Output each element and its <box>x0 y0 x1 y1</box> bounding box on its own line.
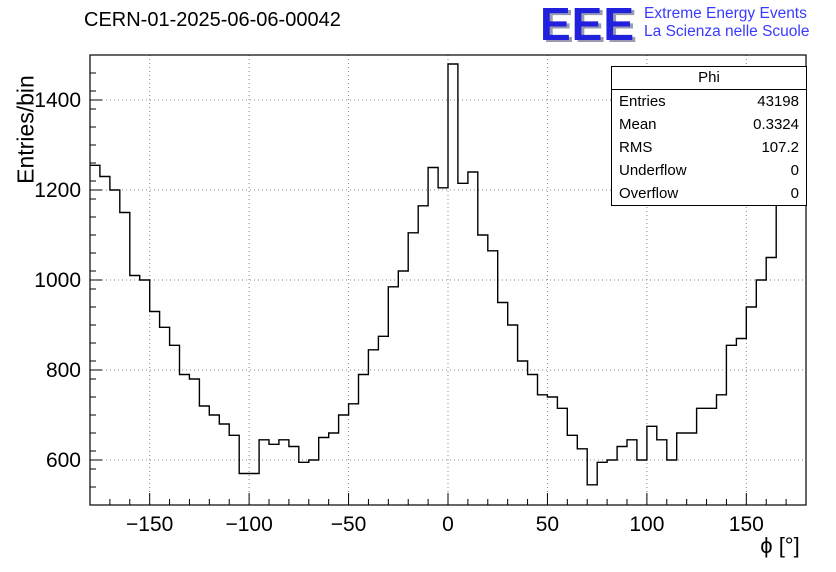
y-axis-label: Entries/bin <box>12 75 39 184</box>
stat-value: 107.2 <box>761 139 799 156</box>
stats-box: Phi Entries 43198 Mean 0.3324 RMS 107.2 … <box>611 66 807 206</box>
stat-label: Mean <box>619 116 657 133</box>
stats-row-rms: RMS 107.2 <box>612 136 806 159</box>
stats-title: Phi <box>612 67 806 90</box>
stat-label: Overflow <box>619 185 679 202</box>
stat-label: RMS <box>619 139 653 156</box>
svg-text:1000: 1000 <box>34 269 81 292</box>
svg-text:−50: −50 <box>331 513 367 536</box>
svg-text:0: 0 <box>442 513 454 536</box>
stats-row-overflow: Overflow 0 <box>612 182 806 205</box>
stat-value: 0.3324 <box>753 116 799 133</box>
stats-row-mean: Mean 0.3324 <box>612 113 806 136</box>
eee-logo: EEE Extreme Energy Events La Scienza nel… <box>540 1 810 47</box>
stat-value: 43198 <box>757 93 799 110</box>
eee-logo-mark: EEE <box>540 0 636 50</box>
eee-logo-caption: Extreme Energy Events La Scienza nelle S… <box>644 1 809 41</box>
svg-text:800: 800 <box>46 359 81 382</box>
stat-value: 0 <box>790 162 799 179</box>
x-axis-label: ϕ [°] <box>760 533 800 558</box>
stats-row-entries: Entries 43198 <box>612 90 806 113</box>
svg-text:1400: 1400 <box>34 89 81 112</box>
svg-text:1200: 1200 <box>34 179 81 202</box>
stats-row-underflow: Underflow 0 <box>612 159 806 182</box>
plot-title: CERN-01-2025-06-06-00042 <box>84 9 341 31</box>
eee-logo-line2: La Scienza nelle Scuole <box>644 23 810 40</box>
stat-label: Entries <box>619 93 666 110</box>
stat-value: 0 <box>790 185 799 202</box>
eee-logo-line1: Extreme Energy Events <box>644 5 807 22</box>
svg-text:100: 100 <box>629 513 664 536</box>
stat-label: Underflow <box>619 162 687 179</box>
svg-text:−100: −100 <box>225 513 272 536</box>
svg-text:50: 50 <box>536 513 559 536</box>
svg-text:150: 150 <box>729 513 764 536</box>
svg-text:600: 600 <box>46 449 81 472</box>
svg-text:−150: −150 <box>126 513 173 536</box>
